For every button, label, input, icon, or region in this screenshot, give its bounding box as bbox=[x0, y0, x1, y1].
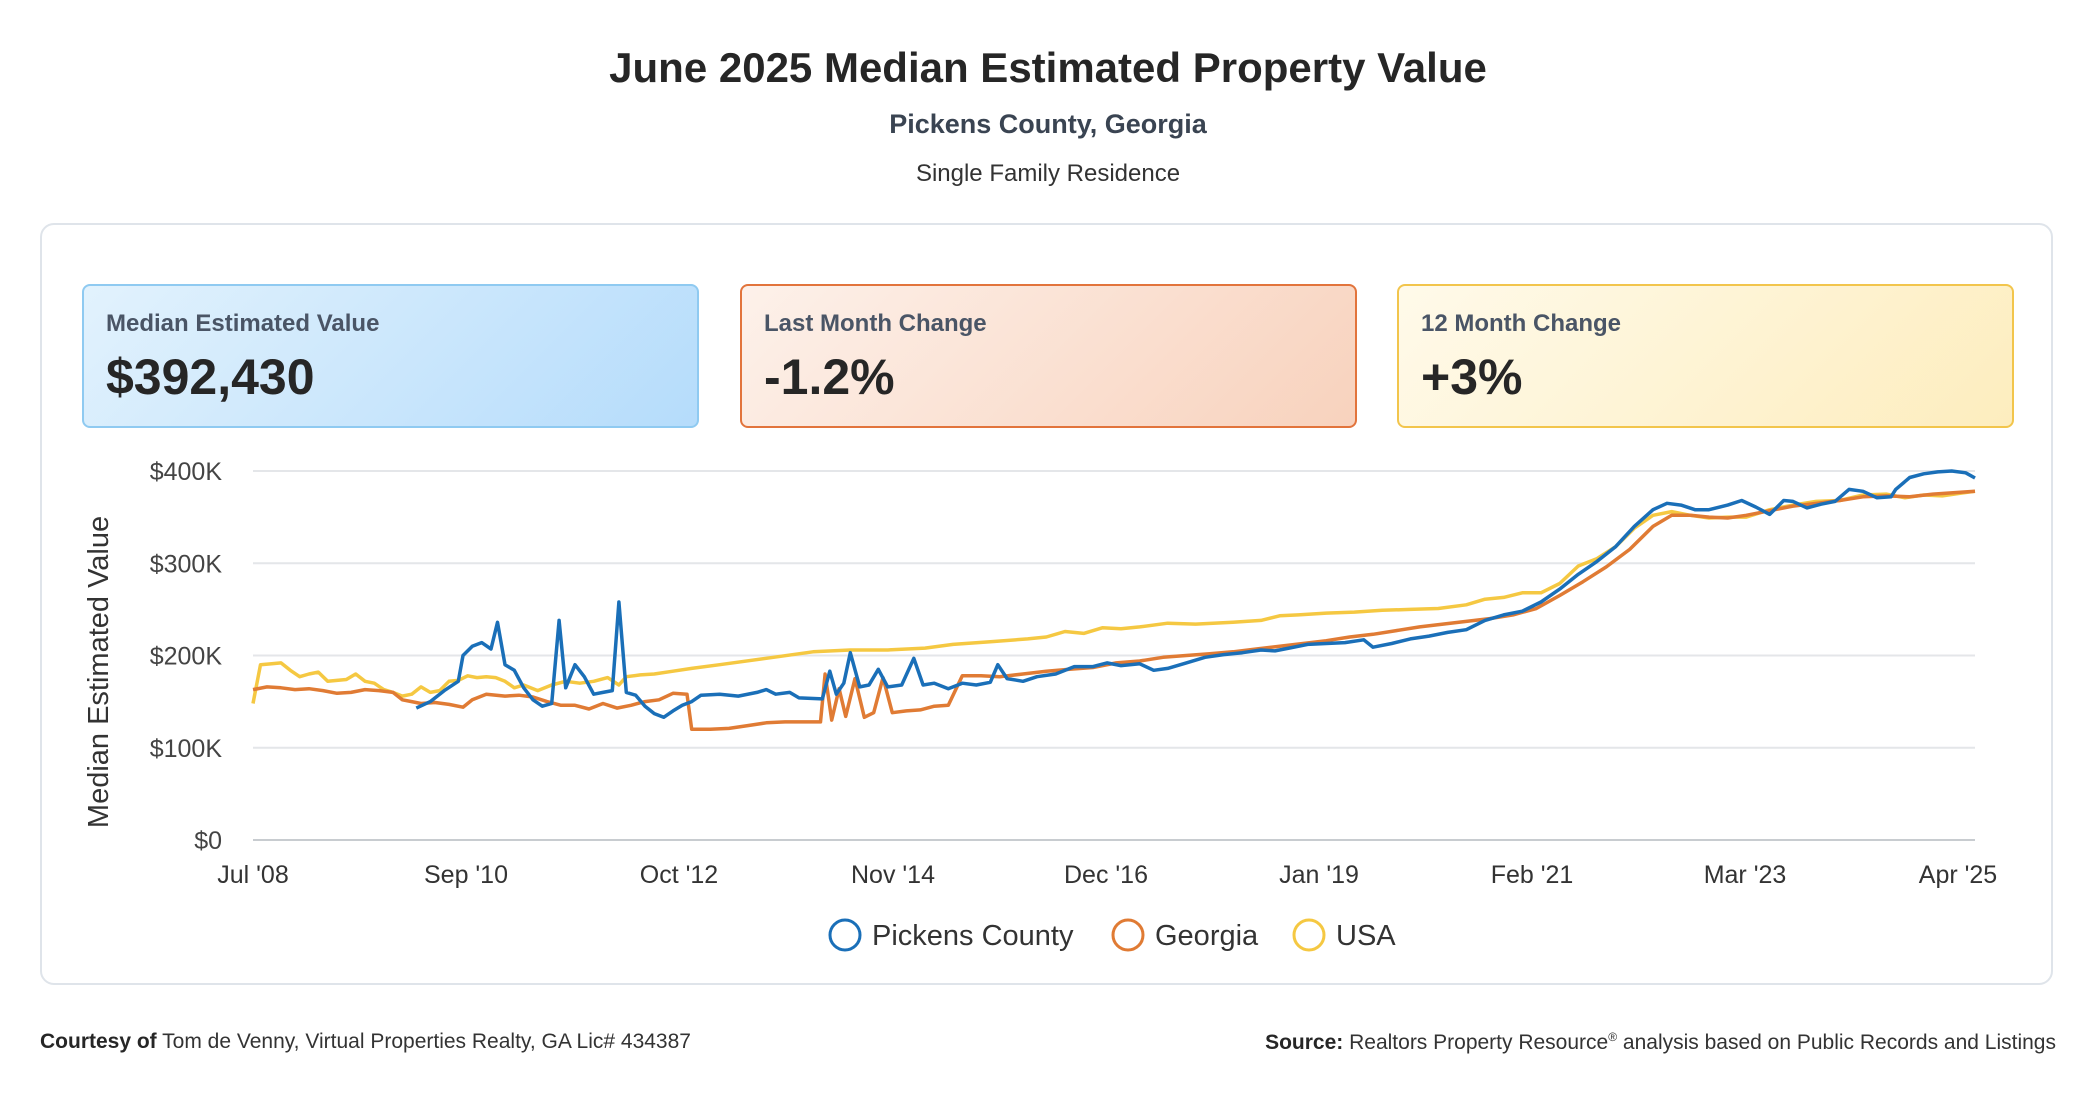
series-line-pickens-county bbox=[415, 469, 1976, 720]
source-line: Source: Realtors Property Resource® anal… bbox=[1265, 1030, 2056, 1055]
legend: Pickens County Georgia USA bbox=[828, 918, 1396, 952]
y-tick-label: $100K bbox=[150, 735, 223, 763]
series-line-georgia bbox=[252, 489, 1976, 732]
median-value: $392,430 bbox=[106, 349, 315, 405]
x-tick-label: Jan '19 bbox=[1279, 861, 1359, 889]
y-axis-label: Median Estimated Value bbox=[83, 516, 115, 828]
y-tick-label: $300K bbox=[150, 550, 223, 578]
legend-marker[interactable] bbox=[1292, 918, 1326, 952]
source-text: analysis based on Public Records and Lis… bbox=[1622, 1031, 2056, 1054]
series-lines bbox=[251, 469, 1976, 732]
median-value-label: Median Estimated Value bbox=[106, 310, 380, 337]
x-axis-ticks: Jul '08 Sep '10 Oct '12 Nov '14 Dec '16 Jan '… bbox=[217, 861, 1997, 889]
last-month-change-value: -1.2% bbox=[764, 349, 895, 405]
y-tick-label: $400K bbox=[150, 458, 223, 486]
chart-title: June 2025 Median Estimated Property Valu… bbox=[609, 44, 1487, 91]
series-line-usa bbox=[251, 489, 1976, 704]
x-tick-label: Feb '21 bbox=[1491, 861, 1574, 889]
x-tick-label: Sep '10 bbox=[424, 861, 508, 889]
registered-mark: ® bbox=[1608, 1030, 1618, 1044]
twelve-month-change-label: 12 Month Change bbox=[1421, 310, 1622, 337]
source-brand: Realtors Property Resource bbox=[1349, 1031, 1609, 1054]
legend-marker[interactable] bbox=[828, 918, 862, 952]
source-label: Source: bbox=[1265, 1031, 1344, 1054]
x-tick-label: Dec '16 bbox=[1064, 861, 1148, 889]
gridlines bbox=[253, 470, 1975, 841]
twelve-month-change-value: +3% bbox=[1421, 349, 1523, 405]
legend-label[interactable]: Pickens County bbox=[872, 920, 1074, 952]
x-tick-label: Apr '25 bbox=[1919, 861, 1997, 889]
last-month-change-label: Last Month Change bbox=[764, 310, 987, 337]
last-month-change-card: Last Month Change -1.2% bbox=[740, 284, 1357, 428]
legend-label[interactable]: USA bbox=[1336, 920, 1396, 952]
y-tick-label: $200K bbox=[150, 643, 223, 671]
courtesy-text: Tom de Venny, Virtual Properties Realty,… bbox=[162, 1030, 691, 1053]
x-tick-label: Mar '23 bbox=[1704, 861, 1787, 889]
x-tick-label: Nov '14 bbox=[851, 861, 935, 889]
x-tick-label: Jul '08 bbox=[217, 861, 288, 889]
legend-label[interactable]: Georgia bbox=[1155, 920, 1259, 952]
courtesy-line: Courtesy of Tom de Venny, Virtual Proper… bbox=[40, 1030, 691, 1054]
chart-subtitle: Pickens County, Georgia bbox=[889, 109, 1207, 139]
median-value-card: Median Estimated Value $392,430 bbox=[82, 284, 699, 428]
legend-marker[interactable] bbox=[1111, 918, 1145, 952]
y-tick-label: $0 bbox=[194, 827, 222, 855]
y-axis-ticks: $0 $100K $200K $300K $400K bbox=[150, 458, 223, 855]
property-type: Single Family Residence bbox=[915, 160, 1181, 187]
x-tick-label: Oct '12 bbox=[640, 861, 718, 889]
courtesy-label: Courtesy of bbox=[40, 1030, 157, 1053]
twelve-month-change-card: 12 Month Change +3% bbox=[1397, 284, 2014, 428]
